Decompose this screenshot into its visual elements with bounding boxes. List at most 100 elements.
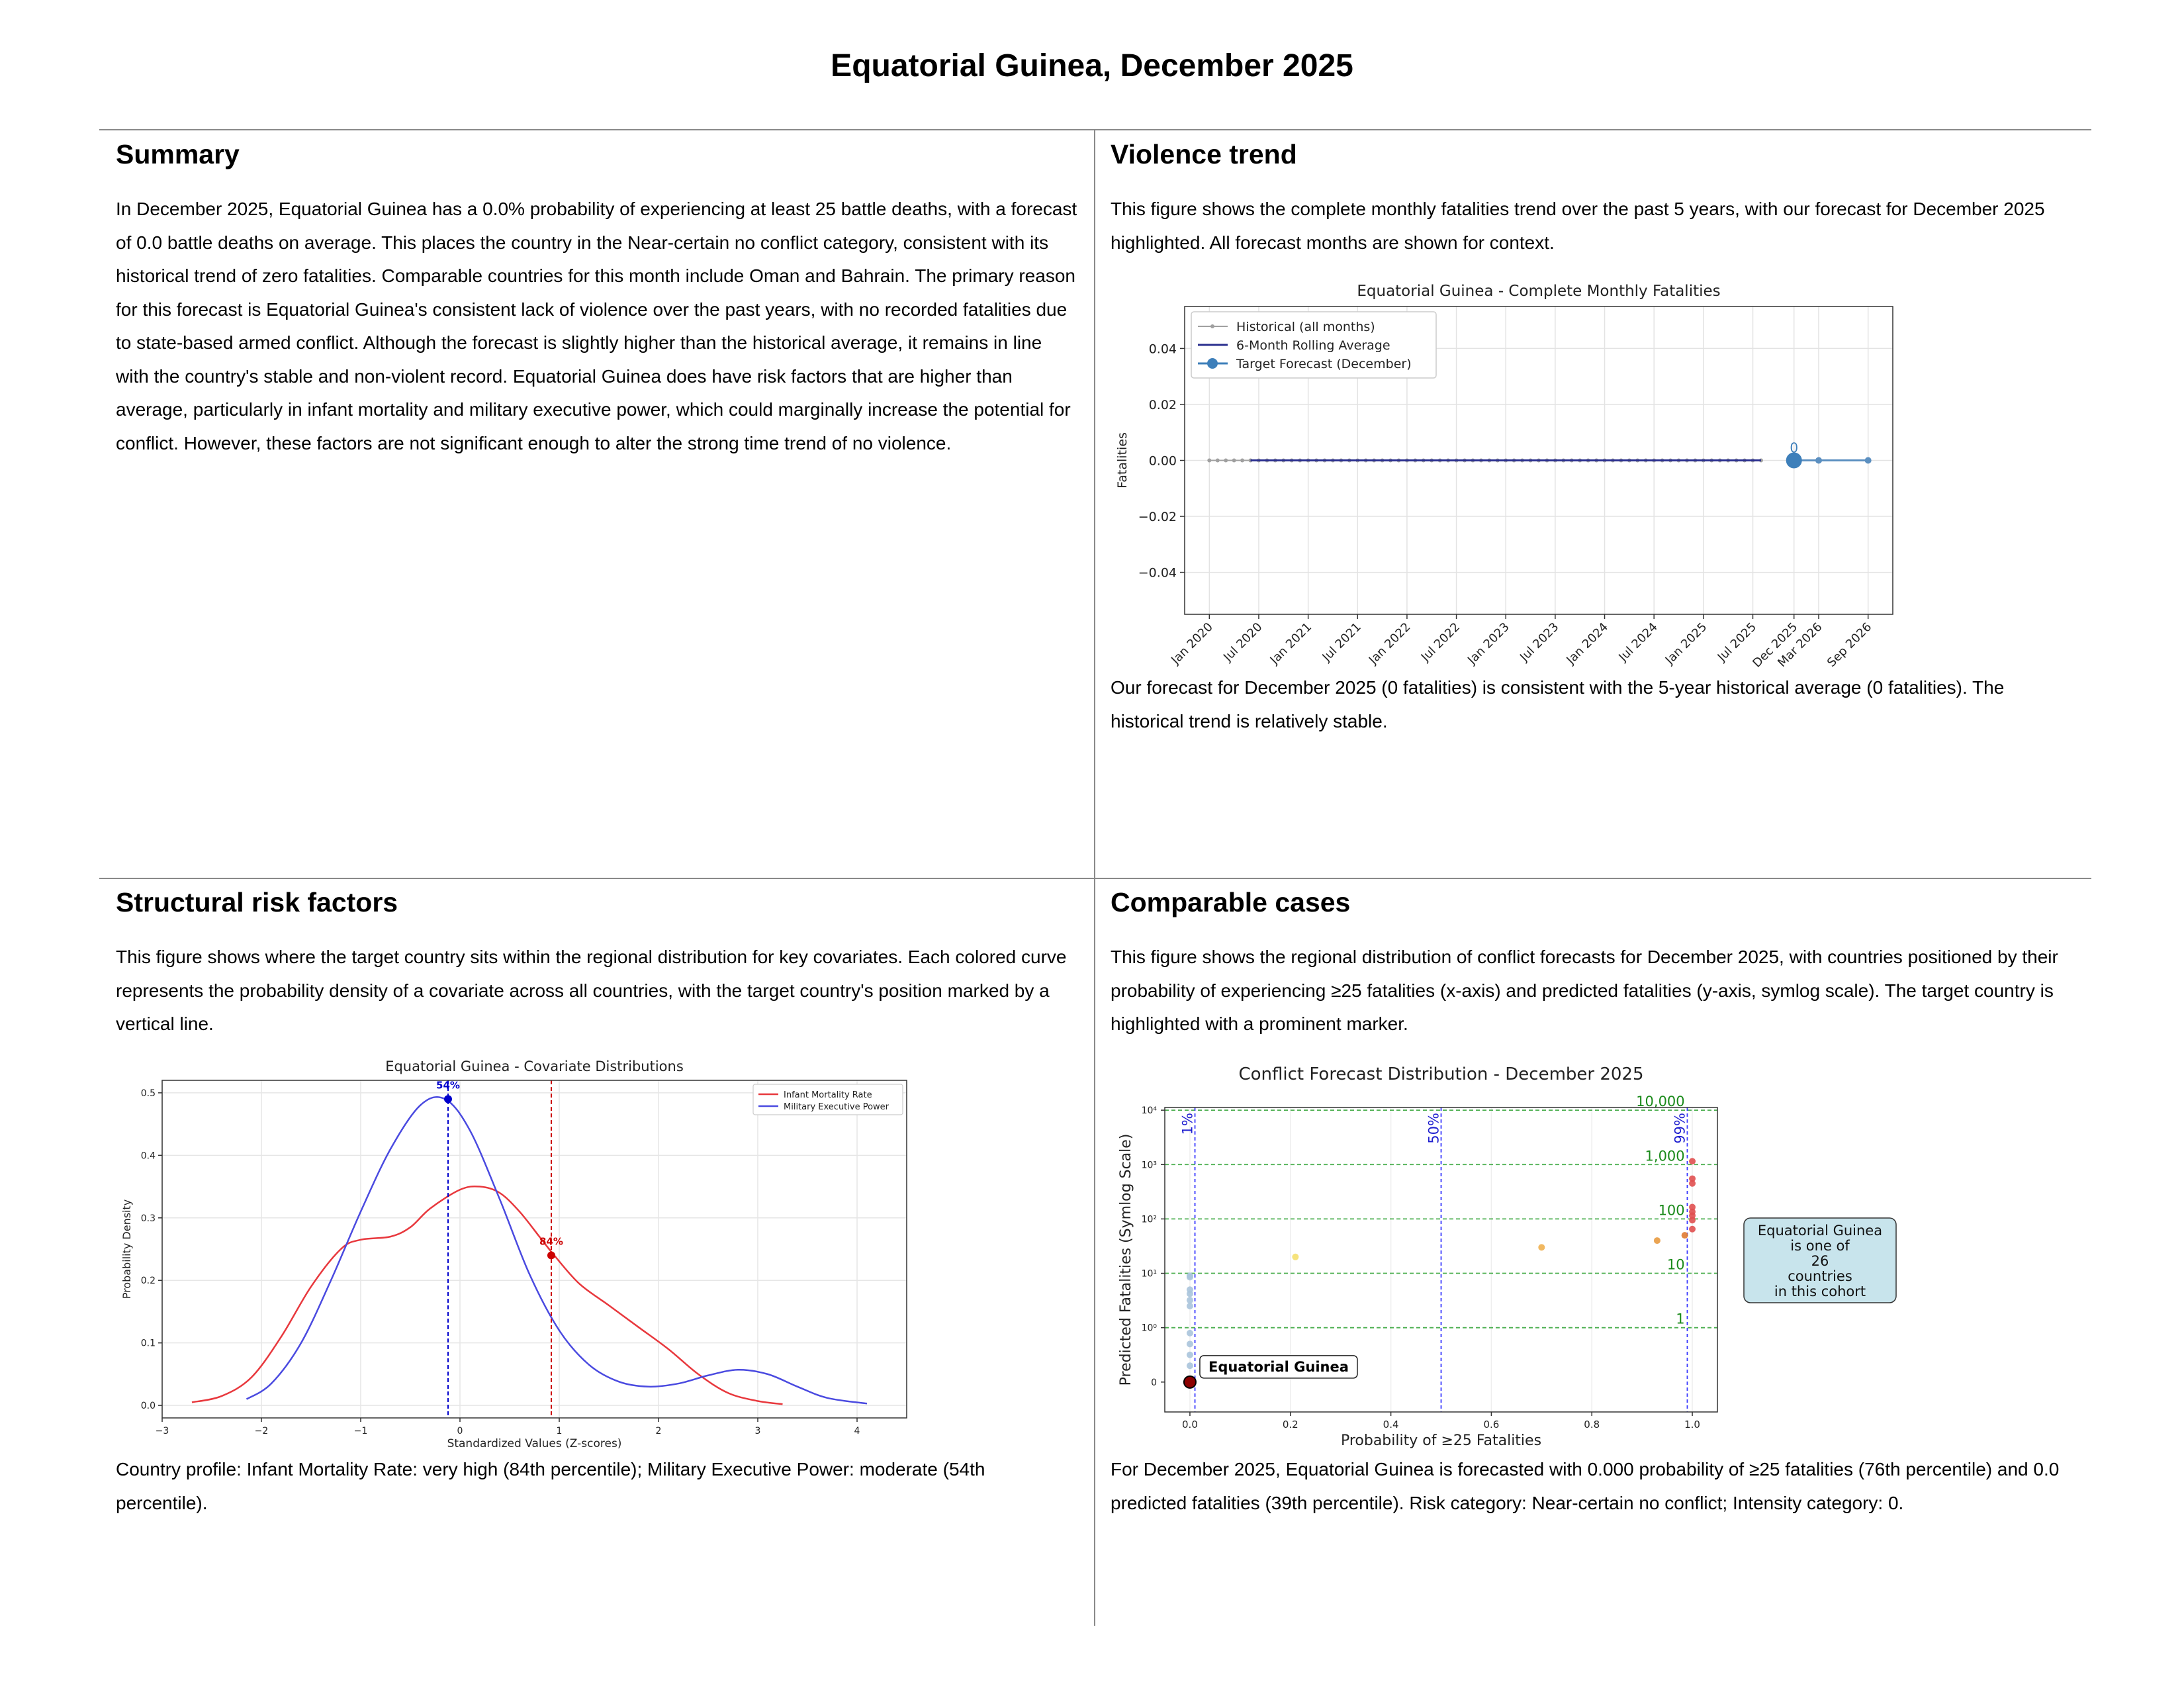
y-axis-label: Probability Density — [120, 1199, 133, 1299]
forecast-point — [1815, 457, 1823, 464]
threshold-label: 100 — [1659, 1202, 1685, 1218]
plot-frame — [1184, 306, 1893, 615]
x-tick-label: 0.6 — [1483, 1419, 1499, 1430]
page-title: Equatorial Guinea, December 2025 — [831, 48, 1353, 83]
chart-title: Equatorial Guinea - Complete Monthly Fat… — [1357, 283, 1720, 300]
violence-trend-chart: Equatorial Guinea - Complete Monthly Fat… — [1112, 275, 1906, 669]
y-tick-label: 0.2 — [141, 1276, 156, 1286]
plot-frame — [161, 1080, 907, 1419]
target-forecast-point — [1786, 452, 1802, 469]
historical-point — [1224, 458, 1228, 463]
probability-label: 1% — [1180, 1113, 1196, 1135]
y-tick-label: 0.0 — [141, 1401, 156, 1411]
y-tick-label: 0.00 — [1149, 454, 1177, 469]
x-tick-label: Jul 2021 — [1319, 620, 1363, 665]
country-point — [1689, 1225, 1696, 1233]
legend-entry: Military Executive Power — [784, 1102, 889, 1112]
summary-text: In December 2025, Equatorial Guinea has … — [116, 199, 1077, 453]
x-tick-label: 3 — [755, 1426, 761, 1436]
top-divider — [99, 129, 2091, 130]
comparable-intro: This figure shows the regional distribut… — [1111, 947, 2058, 1034]
x-tick-label: 2 — [656, 1426, 662, 1436]
x-tick-label: Jan 2025 — [1662, 620, 1710, 668]
cohort-note-line: Equatorial Guinea — [1758, 1223, 1882, 1239]
historical-point — [1207, 458, 1212, 463]
summary-section: Summary In December 2025, Equatorial Gui… — [116, 139, 1079, 460]
threshold-label: 1 — [1676, 1311, 1684, 1327]
x-tick-label: Jan 2021 — [1267, 620, 1315, 668]
country-point — [1186, 1329, 1193, 1336]
target-label-box — [1199, 1355, 1358, 1379]
y-tick-label: 0.3 — [141, 1213, 156, 1224]
y-tick-label: 10² — [1142, 1214, 1157, 1225]
threshold-label: 1,000 — [1645, 1148, 1685, 1164]
y-tick-label: 0 — [1151, 1378, 1157, 1388]
country-point — [1186, 1272, 1193, 1280]
country-point — [1186, 1362, 1193, 1370]
x-tick-label: −1 — [354, 1426, 368, 1436]
x-tick-label: Jan 2023 — [1465, 620, 1512, 668]
x-tick-label: 1.0 — [1684, 1419, 1700, 1430]
chart-title: Conflict Forecast Distribution - Decembe… — [1238, 1064, 1643, 1084]
forecast-point — [1864, 457, 1872, 464]
x-tick-label: Jan 2022 — [1366, 620, 1414, 668]
comparable-heading: Comparable cases — [1111, 887, 1351, 917]
y-axis-label: Predicted Fatalities (Symlog Scale) — [1118, 1134, 1134, 1386]
legend-marker — [1207, 358, 1218, 369]
structural-caption-block: Country profile: Infant Mortality Rate: … — [116, 1453, 1079, 1520]
y-tick-label: 10¹ — [1142, 1269, 1157, 1280]
middle-divider — [99, 878, 2091, 879]
structural-caption: Country profile: Infant Mortality Rate: … — [116, 1459, 985, 1513]
cohort-note-box — [1743, 1217, 1897, 1303]
percentile-label: 84% — [539, 1235, 563, 1247]
legend-entry: Historical (all months) — [1236, 320, 1375, 334]
y-tick-label: −0.04 — [1138, 566, 1177, 581]
country-point — [1186, 1286, 1193, 1293]
target-country-marker — [1183, 1375, 1197, 1389]
historical-point — [1215, 458, 1220, 463]
y-tick-label: 0.02 — [1149, 398, 1177, 412]
target-marker — [444, 1095, 452, 1103]
x-axis-label: Standardized Values (Z-scores) — [447, 1437, 622, 1450]
legend-marker — [1210, 324, 1214, 328]
x-tick-label: Jan 2024 — [1563, 620, 1611, 668]
summary-heading: Summary — [116, 139, 240, 169]
y-tick-label: −0.02 — [1138, 510, 1177, 524]
threshold-label: 10,000 — [1636, 1094, 1684, 1109]
country-point — [1689, 1180, 1696, 1187]
violence-heading: Violence trend — [1111, 139, 1297, 169]
target-country-label: Equatorial Guinea — [1208, 1359, 1349, 1375]
country-point — [1689, 1208, 1696, 1215]
target-forecast-label: 0 — [1790, 440, 1798, 456]
violence-trend-svg: Equatorial Guinea - Complete Monthly Fat… — [1115, 283, 1893, 669]
y-tick-label: 10⁴ — [1142, 1105, 1158, 1116]
cohort-note-line: countries — [1788, 1268, 1852, 1284]
x-tick-label: 0.8 — [1584, 1419, 1600, 1430]
country-point — [1186, 1302, 1193, 1309]
country-point — [1689, 1203, 1696, 1211]
x-tick-label: Jul 2023 — [1517, 620, 1561, 665]
legend-entry: Target Forecast (December) — [1236, 357, 1412, 371]
x-tick-label: Jul 2020 — [1220, 620, 1265, 665]
y-tick-label: 0.5 — [141, 1088, 156, 1099]
y-tick-label: 0.04 — [1149, 342, 1177, 356]
x-tick-label: 0.0 — [1182, 1419, 1198, 1430]
probability-label: 50% — [1426, 1113, 1442, 1144]
legend-entry: 6-Month Rolling Average — [1236, 338, 1390, 353]
density-curve — [191, 1185, 783, 1405]
x-tick-label: −3 — [156, 1426, 169, 1436]
density-curve — [246, 1096, 868, 1405]
violence-caption: Our forecast for December 2025 (0 fatali… — [1111, 677, 2005, 731]
legend-box — [752, 1084, 903, 1115]
comparable-caption: For December 2025, Equatorial Guinea is … — [1111, 1459, 2060, 1513]
country-point — [1689, 1175, 1696, 1182]
x-tick-label: Sep 2026 — [1825, 620, 1874, 669]
x-tick-label: −2 — [255, 1426, 269, 1436]
y-axis-label: Fatalities — [1115, 432, 1130, 489]
country-point — [1186, 1297, 1193, 1304]
conflict-forecast-chart: Conflict Forecast Distribution - Decembe… — [1112, 1056, 1939, 1453]
plot-frame — [1164, 1107, 1718, 1413]
violence-intro: This figure shows the complete monthly f… — [1111, 199, 2045, 253]
column-divider — [1094, 130, 1095, 1626]
country-point — [1186, 1351, 1193, 1358]
